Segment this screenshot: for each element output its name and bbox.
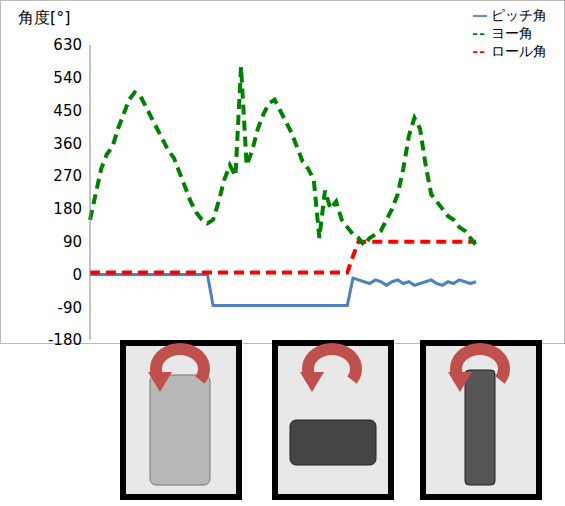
svg-text:360: 360: [53, 135, 82, 153]
svg-text:180: 180: [53, 200, 82, 218]
svg-text:270: 270: [53, 167, 82, 185]
svg-text:-180: -180: [48, 331, 82, 349]
html-text:ヨー角: ヨー角: [491, 25, 533, 41]
svg-text:540: 540: [53, 69, 82, 87]
svg-text:630: 630: [53, 36, 82, 54]
svg-text:90: 90: [63, 233, 82, 251]
svg-text:450: 450: [53, 102, 82, 120]
svg-text:0: 0: [72, 266, 82, 284]
html-text:ピッチ角: ピッチ角: [491, 7, 547, 23]
html-text:ロール角: ロール角: [491, 43, 547, 59]
svg-text:-90: -90: [58, 299, 83, 317]
html-text:角度[°]: 角度[°]: [18, 8, 71, 27]
